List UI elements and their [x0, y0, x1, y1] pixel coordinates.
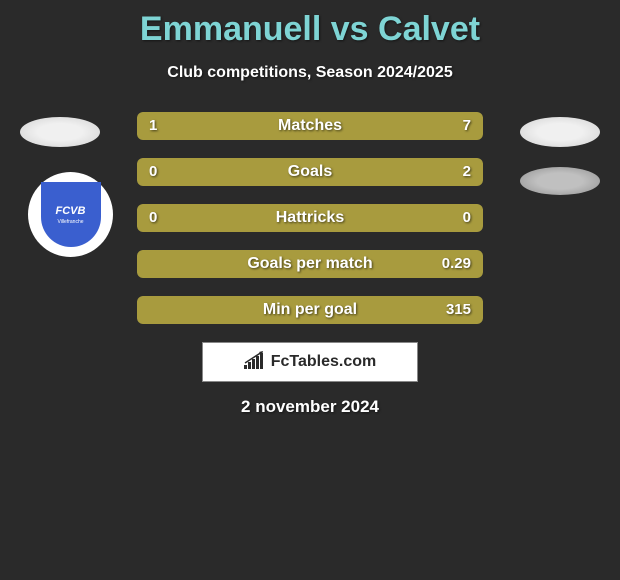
- bar-value-right: 0.29: [442, 250, 471, 278]
- bar-label: Goals per match: [137, 250, 483, 278]
- bar-value-right: 0: [463, 204, 471, 232]
- player-left-avatar-placeholder: [20, 117, 100, 147]
- stats-area: FCVB Villefranche 1Matches70Goals20Hattr…: [0, 112, 620, 324]
- bar-value-right: 2: [463, 158, 471, 186]
- bars-container: 1Matches70Goals20Hattricks0Goals per mat…: [137, 112, 483, 324]
- stat-bar: 0Goals2: [137, 158, 483, 186]
- bar-label: Hattricks: [137, 204, 483, 232]
- badge-shield-icon: FCVB Villefranche: [41, 182, 101, 247]
- bar-label: Matches: [137, 112, 483, 140]
- player-right-club-placeholder: [520, 167, 600, 195]
- bar-value-right: 315: [446, 296, 471, 324]
- bar-label: Min per goal: [137, 296, 483, 324]
- branding-text: FcTables.com: [271, 353, 377, 371]
- date-text: 2 november 2024: [0, 397, 620, 417]
- branding-box: FcTables.com: [202, 342, 418, 382]
- badge-text: FCVB: [56, 205, 86, 217]
- main-container: Emmanuell vs Calvet Club competitions, S…: [0, 0, 620, 417]
- stat-bar: 1Matches7: [137, 112, 483, 140]
- page-title: Emmanuell vs Calvet: [0, 10, 620, 49]
- stat-bar: 0Hattricks0: [137, 204, 483, 232]
- bar-label: Goals: [137, 158, 483, 186]
- player-left-club-badge: FCVB Villefranche: [28, 172, 113, 257]
- badge-subtext: Villefranche: [57, 219, 83, 225]
- player-right-avatar-placeholder: [520, 117, 600, 147]
- bar-value-right: 7: [463, 112, 471, 140]
- subtitle: Club competitions, Season 2024/2025: [0, 64, 620, 82]
- stat-bar: Goals per match0.29: [137, 250, 483, 278]
- stat-bar: Min per goal315: [137, 296, 483, 324]
- chart-icon: [244, 351, 266, 374]
